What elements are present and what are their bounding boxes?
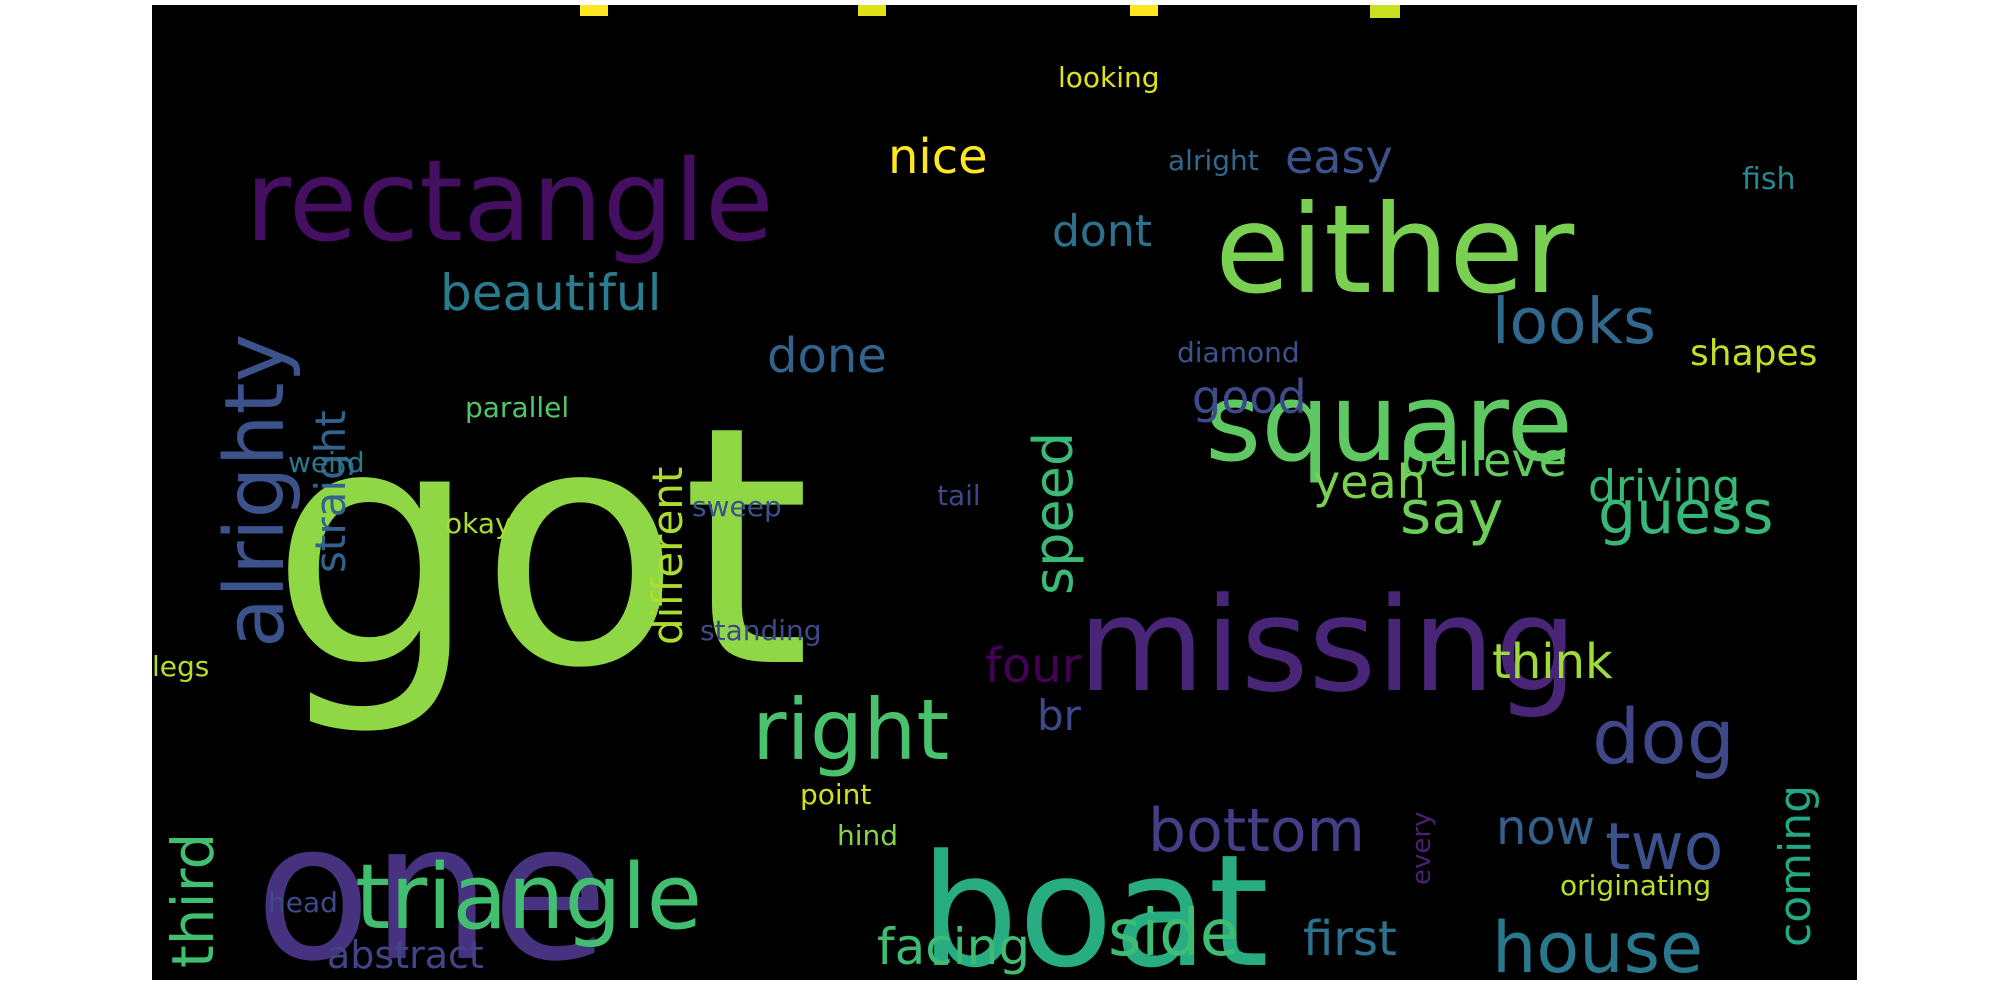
word-weird: weird [288,446,365,479]
word-point: point [800,778,871,811]
word-speed: speed [1022,432,1085,595]
word-alrighty: alrighty [208,334,303,648]
word-easy: easy [1285,130,1393,184]
word-originating: originating [1560,869,1711,902]
word-missing: missing [1078,569,1577,721]
word-think: think [1492,634,1613,690]
word-right: right [752,681,949,779]
word-looking: looking [1058,61,1160,94]
word-triangle: triangle [355,845,702,950]
word-square: square [1205,361,1573,486]
word-abstract: abstract [327,933,484,977]
clipped-word-fragment [1130,5,1158,16]
word-driving: driving [1588,461,1740,512]
clipped-word-fragment [580,5,608,16]
word-first: first [1303,911,1397,967]
word-standing: standing [700,614,822,647]
word-br: br [1037,691,1082,740]
word-head: head [268,886,338,919]
word-sweep: sweep [692,490,782,523]
cloud-background [152,5,1857,980]
word-hind: hind [837,819,898,852]
word-dont: dont [1052,206,1152,257]
word-fish: fish [1742,162,1796,197]
word-now: now [1496,800,1595,856]
word-beautiful: beautiful [440,264,662,322]
word-looks: looks [1492,285,1656,358]
word-done: done [767,328,887,384]
word-alright: alright [1168,144,1259,177]
word-side: side [1108,897,1239,971]
clipped-word-fragment [1370,5,1400,18]
word-say: say [1400,478,1504,548]
word-okay: okay [445,507,512,540]
word-nice: nice [888,129,988,185]
word-bottom: bottom [1148,796,1365,866]
word-guess: guess [1598,478,1774,548]
word-good: good [1192,370,1307,424]
word-dog: dog [1592,692,1735,781]
word-facing: facing [877,918,1030,976]
word-two: two [1605,810,1723,885]
word-coming: coming [1770,785,1821,947]
word-diamond: diamond [1177,336,1300,369]
word-four: four [985,638,1082,694]
clipped-word-fragment [858,5,886,16]
word-yeah: yeah [1313,455,1426,509]
word-legs: legs [152,650,209,683]
word-different: different [643,467,692,645]
word-shapes: shapes [1690,333,1817,374]
word-parallel: parallel [465,391,569,424]
word-tail: tail [937,479,981,512]
word-house: house [1492,907,1703,989]
word-believe: believe [1400,433,1567,487]
word-every: every [1407,812,1437,885]
word-rectangle: rectangle [245,137,774,267]
word-third: third [159,833,227,968]
word-straight: straight [306,410,355,573]
word-got: got [270,356,811,740]
word-one: one [255,782,609,1000]
word-boat: boat [920,821,1269,1000]
word-either: either [1215,179,1575,321]
